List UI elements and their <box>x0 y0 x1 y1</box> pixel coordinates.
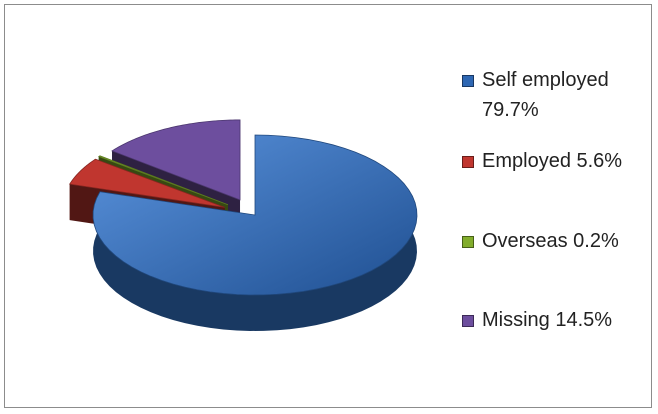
pie-slice-top-employed <box>69 158 225 208</box>
chart-frame: Self employed 79.7% Employed 5.6% Overse… <box>4 4 652 408</box>
legend-item-overseas: Overseas 0.2% <box>462 226 619 256</box>
pie-slice-top-self-employed <box>92 134 418 296</box>
legend-swatch-overseas <box>462 236 474 248</box>
pie-chart <box>69 119 418 331</box>
legend-label-missing: Missing 14.5% <box>482 309 613 331</box>
pie-slice-top-overseas <box>97 155 229 206</box>
legend-swatch-self-employed <box>462 75 474 87</box>
pie-slice-top-missing <box>111 119 241 201</box>
legend-label-employed: Employed 5.6% <box>482 150 623 172</box>
legend-swatch-missing <box>462 315 474 327</box>
legend-item-self-employed: Self employed 79.7% <box>462 65 609 125</box>
legend-label-overseas: Overseas 0.2% <box>482 230 619 252</box>
legend-label-self-employed: Self employed 79.7% <box>482 69 609 121</box>
legend-item-employed: Employed 5.6% <box>462 146 622 176</box>
legend-item-missing: Missing 14.5% <box>462 305 612 335</box>
pie-slice-self-employed <box>92 134 418 331</box>
legend-swatch-employed <box>462 156 474 168</box>
